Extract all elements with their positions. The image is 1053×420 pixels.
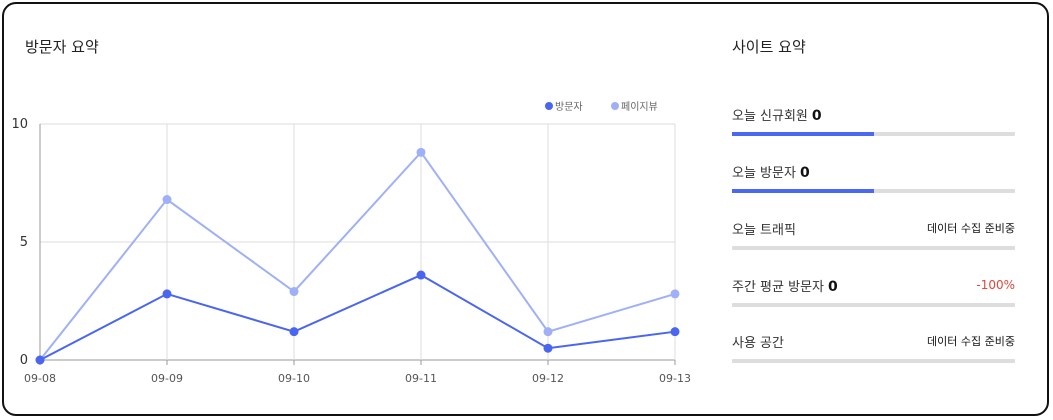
visitor-line-chart: 0 5 10 09-08 09-09 09-10 09-11 09-12 09-13 [11, 117, 691, 385]
stat-label: 오늘 트래픽 [732, 222, 796, 238]
data-point-1 [416, 147, 426, 157]
stat-weekly-avg-visitors: 주간 평균 방문자 0 -100% [732, 275, 1015, 307]
data-point-0 [416, 270, 426, 280]
visitor-summary-title: 방문자 요약 [25, 38, 99, 56]
progress-fill [732, 189, 874, 193]
x-tick-label: 09-11 [405, 372, 437, 385]
data-point-0 [162, 289, 172, 299]
stat-label: 오늘 신규회원 0 [732, 107, 822, 124]
progress-fill [732, 132, 874, 136]
series-line-1 [39, 150, 676, 361]
stat-right-text: 데이터 수집 준비중 [927, 222, 1015, 235]
stat-storage-usage: 사용 공간 데이터 수집 준비중 [732, 331, 1015, 363]
stat-label: 오늘 방문자 0 [732, 164, 810, 181]
data-point-1 [162, 195, 172, 205]
x-tick-label: 09-10 [278, 372, 310, 385]
data-point-0 [543, 343, 553, 353]
y-tick-label: 5 [20, 235, 28, 250]
data-point-0 [35, 355, 45, 365]
stat-today-visitors: 오늘 방문자 0 [732, 161, 1015, 193]
x-tick-label: 09-13 [659, 372, 691, 385]
data-point-1 [543, 327, 553, 337]
site-summary-title: 사이트 요약 [732, 38, 806, 56]
legend-visitors-dot [545, 101, 553, 110]
legend-item-visitors[interactable]: 방문자 [545, 98, 583, 113]
stat-change-text: -100% [976, 278, 1015, 292]
progress-bar [732, 246, 1015, 250]
data-point-0 [289, 327, 299, 337]
progress-bar [732, 359, 1015, 363]
y-tick-label: 0 [20, 353, 28, 368]
stat-label: 사용 공간 [732, 335, 784, 351]
stat-label: 주간 평균 방문자 0 [732, 278, 838, 295]
x-tick-label: 09-08 [24, 372, 56, 385]
progress-bar [732, 132, 1015, 136]
data-point-1 [670, 289, 680, 299]
stat-new-members: 오늘 신규회원 0 [732, 104, 1015, 136]
legend-item-pageviews[interactable]: 페이지뷰 [611, 98, 658, 113]
data-point-1 [289, 287, 299, 297]
y-tick-label: 10 [11, 117, 28, 132]
progress-bar [732, 303, 1015, 307]
stat-today-traffic: 오늘 트래픽 데이터 수집 준비중 [732, 218, 1015, 250]
stat-right-text: 데이터 수집 준비중 [927, 335, 1015, 348]
legend-pageviews-dot [611, 101, 619, 110]
legend-visitors-label: 방문자 [555, 102, 583, 113]
data-point-0 [670, 327, 680, 337]
progress-bar [732, 189, 1015, 193]
legend-pageviews-label: 페이지뷰 [621, 102, 658, 113]
x-tick-label: 09-12 [532, 372, 564, 385]
series-line-0 [39, 273, 676, 361]
x-tick-label: 09-09 [151, 372, 183, 385]
